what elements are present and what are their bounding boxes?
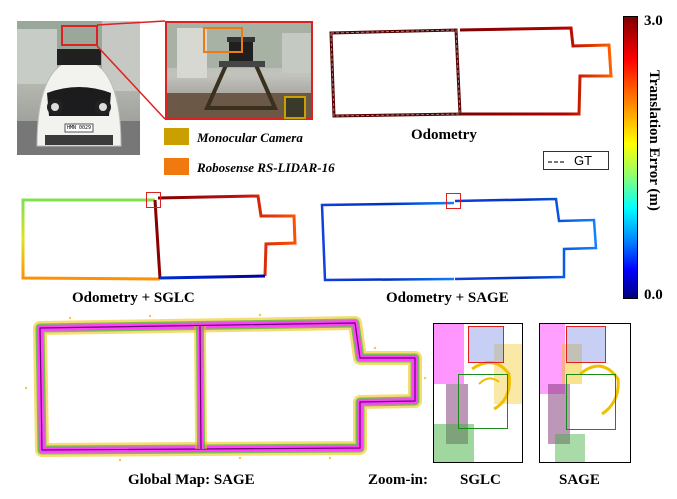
lidar-legend-swatch xyxy=(164,158,189,175)
license-plate-text: HMN 0029 xyxy=(66,125,92,131)
zoom-sglc-red-box xyxy=(468,326,504,363)
zoom-sage-green-box xyxy=(566,374,616,430)
sensor-highlight-box xyxy=(61,25,98,46)
colorbar-title: Translation Error (m) xyxy=(646,70,662,211)
zoom-sglc-green-box xyxy=(458,374,508,429)
odometry-sglc-plot xyxy=(21,194,297,281)
odometry-trajectory-plot xyxy=(329,26,613,118)
colorbar xyxy=(623,16,638,299)
lidar-legend-label: Robosense RS-LIDAR-16 xyxy=(197,160,335,175)
odometry-sage-caption: Odometry + SAGE xyxy=(386,290,509,306)
zoom-sage-caption: SAGE xyxy=(559,472,600,488)
odometry-sglc-caption: Odometry + SGLC xyxy=(72,290,195,306)
zoom-sglc-panel xyxy=(433,323,523,463)
vehicle-illustration xyxy=(17,21,140,155)
camera-legend-label: Monocular Camera xyxy=(197,130,303,145)
vehicle-photo: HMN 0029 xyxy=(17,21,140,155)
zoom-in-caption: Zoom-in: xyxy=(368,472,428,488)
zoom-sglc-caption: SGLC xyxy=(460,472,501,488)
gt-dash-icon xyxy=(548,161,566,163)
odometry-sage-plot xyxy=(320,197,598,282)
gt-legend-label: GT xyxy=(574,153,593,168)
zoom-sage-red-box xyxy=(566,326,606,363)
zoom-connector-lines xyxy=(96,20,166,120)
global-map-caption: Global Map: SAGE xyxy=(128,472,255,488)
lidar-highlight-box xyxy=(203,27,243,53)
colorbar-max-label: 3.0 xyxy=(644,13,663,29)
odometry-caption: Odometry xyxy=(411,127,477,143)
sglc-highlight-box xyxy=(146,192,161,208)
zoom-sage-panel xyxy=(539,323,631,463)
colorbar-min-label: 0.0 xyxy=(644,287,663,303)
camera-highlight-box xyxy=(284,96,306,119)
global-map-plot xyxy=(24,313,427,462)
sage-highlight-box xyxy=(446,193,461,209)
gt-legend: GT xyxy=(543,151,609,170)
camera-legend-swatch xyxy=(164,128,189,145)
